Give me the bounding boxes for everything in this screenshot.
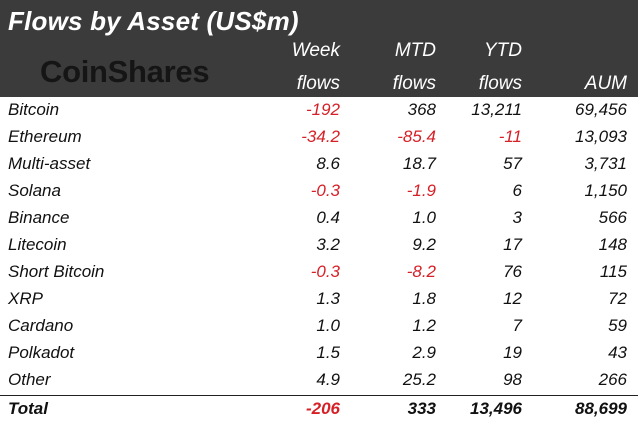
asset-name: Cardano xyxy=(8,316,74,335)
ytd-flows-cell: 17 xyxy=(503,235,522,254)
ytd-flows-cell: 13,211 xyxy=(471,100,522,119)
table-row: Cardano 1.0 1.2 7 59 xyxy=(0,313,638,340)
table-row: Other 4.9 25.2 98 266 xyxy=(0,367,638,394)
asset-name: Short Bitcoin xyxy=(8,262,105,281)
ytd-flows-cell: 12 xyxy=(503,289,522,308)
week-flows-cell: -192 xyxy=(305,100,340,119)
table-row: Ethereum -34.2 -85.4 -11 13,093 xyxy=(0,124,638,151)
total-divider xyxy=(0,395,638,396)
mtd-flows-cell: 25.2 xyxy=(402,370,436,389)
aum-cell: 59 xyxy=(608,316,627,335)
aum-cell: 43 xyxy=(608,343,627,362)
ytd-flows-cell: 57 xyxy=(503,154,522,173)
aum-cell: 566 xyxy=(598,208,627,227)
mtd-flows-cell: -85.4 xyxy=(397,127,436,146)
table-row: Short Bitcoin -0.3 -8.2 76 115 xyxy=(0,259,638,286)
ytd-flows-cell: 7 xyxy=(512,316,522,335)
asset-name: XRP xyxy=(8,289,43,308)
asset-name: Solana xyxy=(8,181,61,200)
aum-cell: 69,456 xyxy=(575,100,627,119)
total-label: Total xyxy=(8,399,48,418)
mtd-flows-cell: 9.2 xyxy=(412,235,436,254)
asset-name: Other xyxy=(8,370,51,389)
mtd-flows-cell: 1.8 xyxy=(412,289,436,308)
header-mtd-line1: MTD xyxy=(394,40,436,61)
header-week-line2: flows xyxy=(296,73,340,94)
header-mtd-line2: flows xyxy=(392,73,436,94)
mtd-flows-cell: 1.0 xyxy=(412,208,436,227)
header-ytd-line1: YTD xyxy=(484,40,522,61)
header-ytd-line2: flows xyxy=(478,73,522,94)
header-aum: AUM xyxy=(584,73,627,94)
mtd-flows-cell: 2.9 xyxy=(412,343,436,362)
week-flows-cell: 8.6 xyxy=(316,154,340,173)
asset-name: Polkadot xyxy=(8,343,75,362)
header-week-line1: Week xyxy=(291,40,340,61)
aum-cell: 72 xyxy=(608,289,627,308)
ytd-flows-cell: 6 xyxy=(512,181,522,200)
aum-cell: 115 xyxy=(599,262,627,281)
mtd-flows-cell: -8.2 xyxy=(406,262,436,281)
total-week-flows: -206 xyxy=(305,399,340,418)
week-flows-cell: 0.4 xyxy=(316,208,340,227)
table-row: Multi-asset 8.6 18.7 57 3,731 xyxy=(0,151,638,178)
week-flows-cell: -0.3 xyxy=(310,181,340,200)
aum-cell: 266 xyxy=(598,370,627,389)
asset-name: Bitcoin xyxy=(8,100,60,119)
table-row: XRP 1.3 1.8 12 72 xyxy=(0,286,638,313)
total-aum: 88,699 xyxy=(575,399,627,418)
total-mtd-flows: 333 xyxy=(407,399,436,418)
ytd-flows-cell: 98 xyxy=(503,370,522,389)
ytd-flows-cell: 76 xyxy=(503,262,522,281)
week-flows-cell: 1.3 xyxy=(316,289,340,308)
week-flows-cell: 4.9 xyxy=(316,370,340,389)
table-row: Bitcoin -192 368 13,211 69,456 xyxy=(0,97,638,124)
asset-name: Litecoin xyxy=(8,235,67,254)
table-row: Litecoin 3.2 9.2 17 148 xyxy=(0,232,638,259)
aum-cell: 148 xyxy=(598,235,627,254)
table-row: Binance 0.4 1.0 3 566 xyxy=(0,205,638,232)
asset-name: Multi-asset xyxy=(8,154,91,173)
mtd-flows-cell: 1.2 xyxy=(412,316,436,335)
table-header: Flows by Asset (US$m) CoinShares Week fl… xyxy=(0,0,638,97)
mtd-flows-cell: -1.9 xyxy=(406,181,436,200)
week-flows-cell: -34.2 xyxy=(301,127,340,146)
mtd-flows-cell: 18.7 xyxy=(402,154,436,173)
asset-name: Ethereum xyxy=(8,127,82,146)
table-row: Solana -0.3 -1.9 6 1,150 xyxy=(0,178,638,205)
aum-cell: 1,150 xyxy=(584,181,627,200)
ytd-flows-cell: 3 xyxy=(512,208,522,227)
table-title: Flows by Asset (US$m) xyxy=(8,6,299,36)
week-flows-cell: -0.3 xyxy=(310,262,340,281)
aum-cell: 3,731 xyxy=(584,154,627,173)
ytd-flows-cell: -11 xyxy=(498,127,522,146)
total-ytd-flows: 13,496 xyxy=(470,399,522,418)
asset-name: Binance xyxy=(8,208,70,227)
coinshares-logo: CoinShares xyxy=(40,54,210,89)
table-row: Polkadot 1.5 2.9 19 43 xyxy=(0,340,638,367)
week-flows-cell: 3.2 xyxy=(316,235,340,254)
total-row: Total -206 333 13,496 88,699 xyxy=(0,396,638,423)
week-flows-cell: 1.5 xyxy=(316,343,340,362)
mtd-flows-cell: 368 xyxy=(407,100,436,119)
week-flows-cell: 1.0 xyxy=(316,316,340,335)
ytd-flows-cell: 19 xyxy=(503,343,522,362)
aum-cell: 13,093 xyxy=(575,127,627,146)
